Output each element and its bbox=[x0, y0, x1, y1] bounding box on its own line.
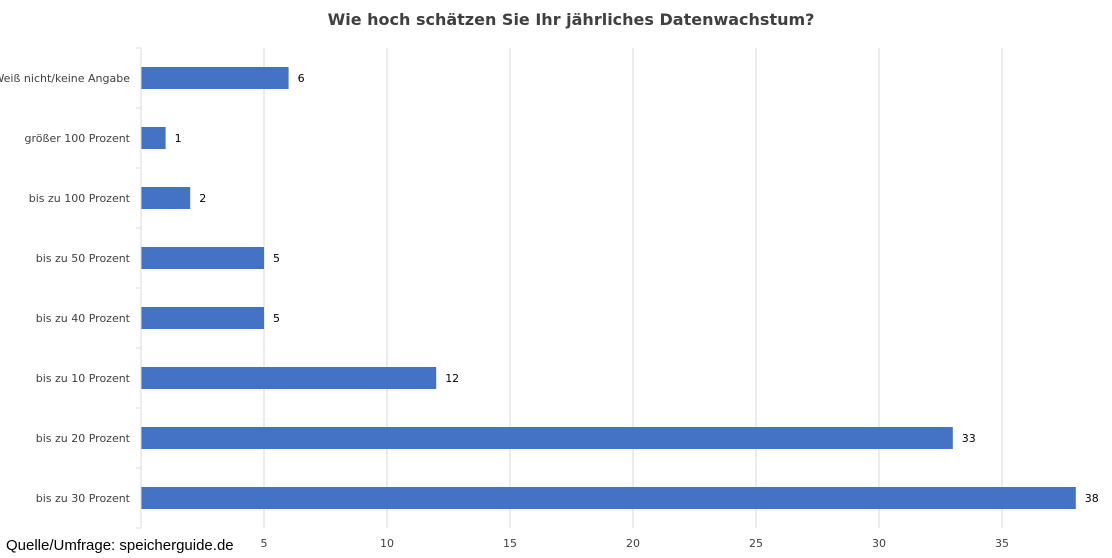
category-label: bis zu 20 Prozent bbox=[36, 432, 131, 445]
bar bbox=[141, 367, 437, 389]
category-label: bis zu 30 Prozent bbox=[36, 492, 131, 505]
bar bbox=[141, 427, 953, 449]
x-tick-label: 15 bbox=[503, 537, 517, 550]
x-tick-label: 35 bbox=[995, 537, 1009, 550]
bar bbox=[141, 187, 191, 209]
bars bbox=[141, 67, 1076, 509]
x-tick-label: 25 bbox=[749, 537, 763, 550]
x-tick-label: 20 bbox=[626, 537, 640, 550]
y-axis bbox=[136, 47, 142, 529]
data-label: 1 bbox=[175, 132, 182, 145]
x-tick-label: 5 bbox=[261, 537, 268, 550]
bar bbox=[141, 487, 1076, 509]
bar bbox=[141, 247, 264, 269]
data-label: 5 bbox=[273, 312, 280, 325]
x-tick-label: 30 bbox=[872, 537, 886, 550]
category-label: bis zu 10 Prozent bbox=[36, 372, 131, 385]
category-label: bis zu 50 Prozent bbox=[36, 252, 131, 265]
category-label: bis zu 100 Prozent bbox=[29, 192, 131, 205]
source-note: Quelle/Umfrage: speicherguide.de bbox=[6, 537, 234, 554]
bar bbox=[141, 67, 289, 89]
data-label: 5 bbox=[273, 252, 280, 265]
data-label: 6 bbox=[298, 72, 305, 85]
data-label: 33 bbox=[962, 432, 976, 445]
category-label: bis zu 40 Prozent bbox=[36, 312, 131, 325]
bar bbox=[141, 307, 264, 329]
category-label: größer 100 Prozent bbox=[25, 132, 131, 145]
bar bbox=[141, 127, 166, 149]
gridlines bbox=[263, 48, 1003, 528]
category-label: Weiß nicht/keine Angabe bbox=[0, 72, 130, 85]
data-label: 38 bbox=[1085, 492, 1099, 505]
x-tick-label: 10 bbox=[380, 537, 394, 550]
data-label: 12 bbox=[445, 372, 459, 385]
data-label: 2 bbox=[199, 192, 206, 205]
chart-title: Wie hoch schätzen Sie Ihr jährliches Dat… bbox=[327, 10, 815, 29]
